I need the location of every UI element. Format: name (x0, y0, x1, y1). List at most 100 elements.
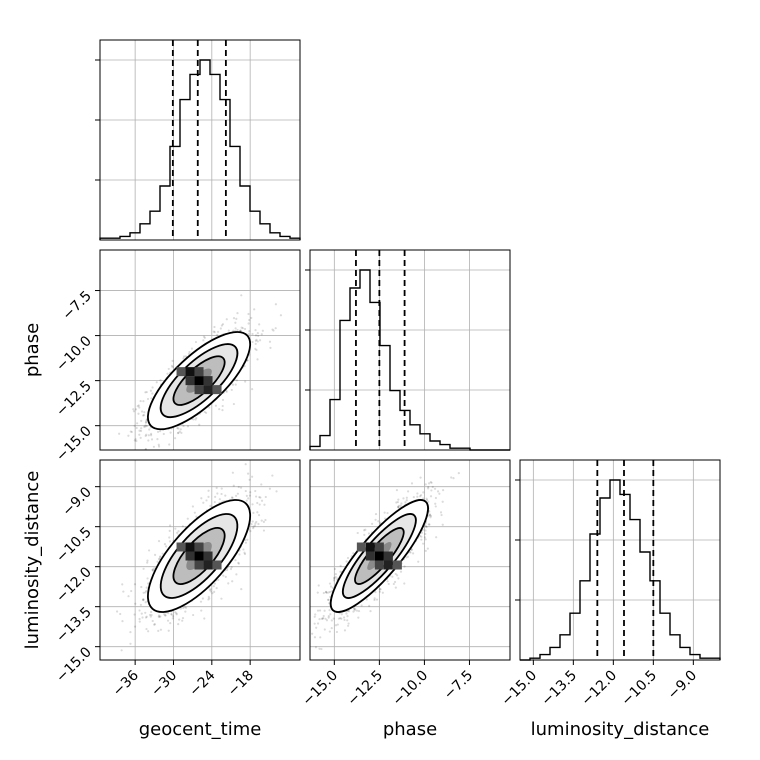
density-cell (383, 560, 393, 570)
sample-point (180, 431, 183, 434)
density-cell (203, 560, 213, 570)
sample-point (328, 630, 331, 633)
sample-point (157, 557, 161, 561)
sample-point (457, 472, 460, 475)
sample-point (251, 332, 254, 336)
density-cell (374, 560, 384, 570)
sample-point (145, 419, 148, 422)
sample-point (405, 496, 408, 499)
sample-point (438, 492, 441, 495)
sample-point (134, 602, 137, 605)
sample-point (177, 431, 180, 434)
sample-point (399, 504, 402, 507)
sample-point (353, 607, 356, 610)
x-axis-title: geocent_time (139, 719, 262, 740)
sample-point (253, 308, 256, 311)
sample-point (144, 421, 147, 424)
density-cell (194, 560, 204, 570)
sample-point (158, 615, 161, 618)
sample-point (151, 619, 154, 623)
sample-point (320, 647, 323, 651)
sample-point (213, 325, 216, 329)
sample-point (142, 599, 145, 602)
sample-point (328, 590, 332, 594)
sample-point (352, 610, 355, 613)
sample-point (255, 495, 258, 498)
sample-point (337, 617, 341, 620)
sample-point (216, 333, 219, 337)
y-tick-label: −15.0 (53, 644, 95, 686)
sample-point (221, 404, 224, 408)
sample-point (211, 592, 214, 595)
sample-point (216, 330, 220, 333)
sample-point (345, 560, 348, 563)
sample-point (343, 618, 346, 622)
sample-point (225, 318, 228, 321)
sample-point (397, 505, 400, 508)
sample-point (177, 427, 180, 430)
sample-point (441, 500, 444, 503)
sample-point (328, 582, 332, 585)
sample-point (452, 477, 455, 480)
sample-point (151, 568, 154, 572)
sample-point (138, 433, 141, 436)
sample-point (342, 616, 346, 619)
sample-point (144, 611, 147, 614)
sample-point (327, 598, 330, 601)
sample-point (427, 500, 430, 503)
sample-point (170, 364, 174, 367)
density-cell (203, 551, 213, 561)
sample-point (316, 622, 320, 625)
sample-point (320, 617, 323, 620)
sample-point (279, 314, 283, 317)
x-tick-label: −10.0 (390, 668, 432, 710)
density-cell (356, 542, 366, 552)
sample-point (374, 518, 377, 521)
sample-point (213, 590, 216, 593)
y-axis-title: phase (22, 323, 43, 377)
sample-point (257, 522, 260, 526)
sample-point (236, 328, 239, 332)
sample-point (218, 498, 221, 501)
sample-point (271, 474, 274, 477)
sample-point (333, 577, 336, 580)
sample-point (150, 438, 154, 441)
sample-point (330, 619, 333, 622)
sample-point (178, 430, 181, 433)
sample-point (424, 532, 427, 536)
sample-point (214, 495, 217, 498)
sample-point (397, 504, 401, 507)
sample-point (138, 617, 141, 621)
sample-point (150, 613, 153, 617)
sample-point (148, 428, 151, 431)
sample-point (153, 623, 156, 626)
sample-point (115, 610, 119, 613)
sample-point (365, 598, 368, 601)
sample-point (247, 497, 250, 500)
sample-point (254, 489, 257, 493)
sample-point (248, 318, 251, 322)
sample-point (410, 482, 414, 485)
sample-point (129, 430, 132, 433)
sample-point (221, 409, 224, 412)
density-cell (194, 551, 204, 561)
sample-point (409, 551, 412, 554)
sample-point (384, 517, 387, 520)
sample-point (147, 434, 150, 437)
sample-point (318, 618, 321, 621)
panel-content (100, 250, 300, 450)
sample-point (174, 437, 177, 440)
sample-point (209, 588, 212, 591)
sample-point (140, 410, 144, 413)
sample-point (220, 487, 223, 490)
sample-point (182, 355, 186, 358)
sample-point (139, 436, 142, 439)
sample-point (230, 566, 233, 569)
sample-point (145, 627, 148, 631)
sample-point (251, 475, 254, 478)
x-tick-label: −30 (148, 668, 180, 700)
sample-point (175, 613, 178, 616)
sample-point (202, 501, 205, 504)
sample-point (397, 498, 400, 501)
sample-point (137, 404, 140, 407)
